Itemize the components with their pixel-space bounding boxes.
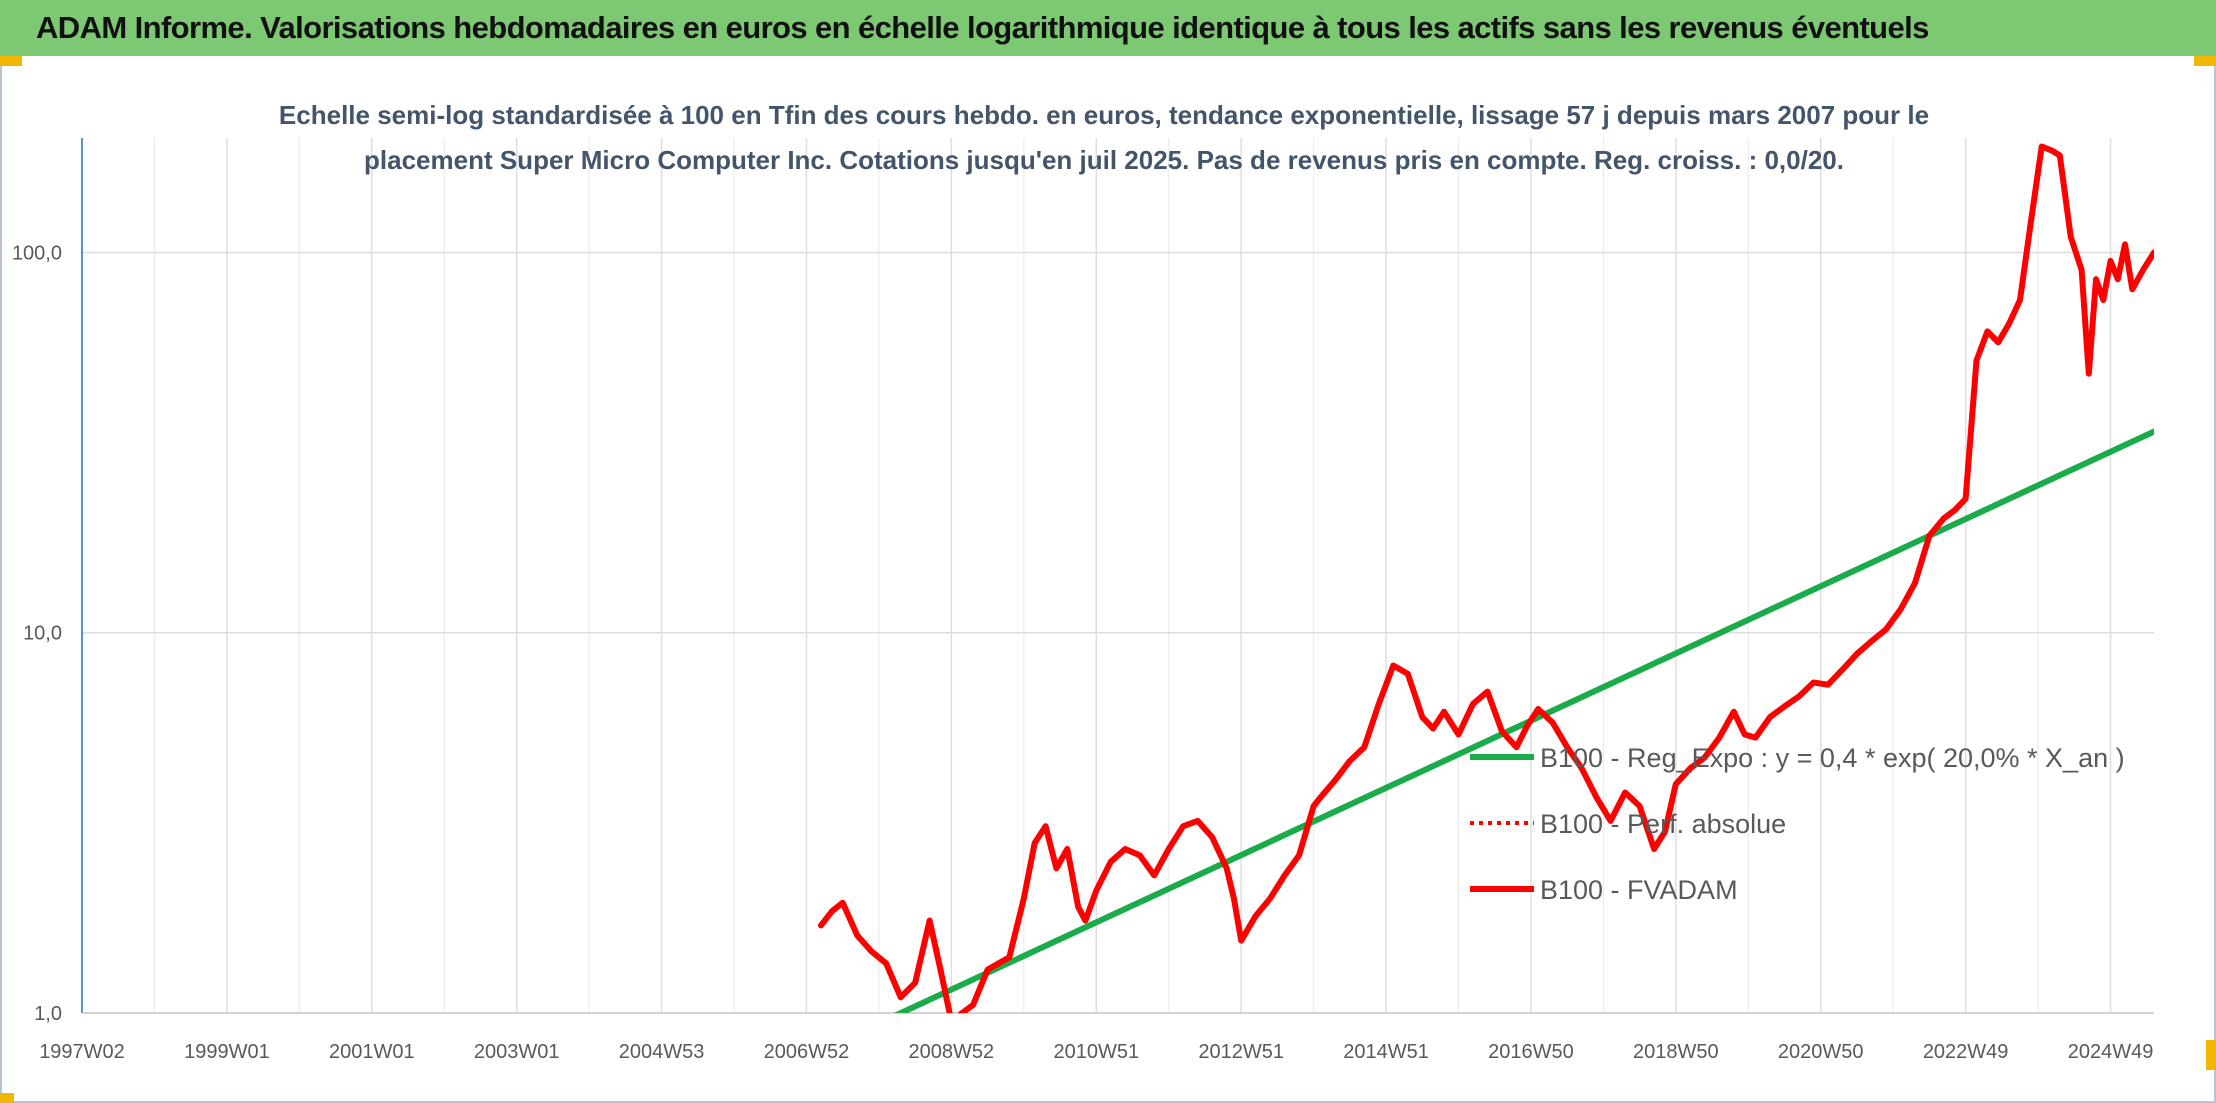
legend-label-2: B100 - FVADAM — [1540, 875, 1738, 905]
x-tick-label: 2008W52 — [909, 1041, 995, 1063]
x-tick-label: 2024W49 — [2068, 1041, 2154, 1063]
x-tick-label: 2016W50 — [1488, 1041, 1574, 1063]
x-tick-labels: 1997W02 1999W01 2001W01 2003W01 2004W53 2006W… — [39, 1041, 2153, 1063]
series-layer — [818, 143, 2154, 1013]
series-line-0 — [893, 428, 2154, 1013]
legend-label-1: B100 - Perf. absolue — [1540, 809, 1786, 839]
corner-marker-top-right — [2194, 56, 2216, 66]
x-tick-label: 2004W53 — [619, 1041, 705, 1063]
series-line-2 — [818, 143, 2154, 1013]
corner-marker-right-bottom — [2206, 1040, 2216, 1070]
x-tick-label: 2001W01 — [329, 1041, 415, 1063]
header-banner: ADAM Informe. Valorisations hebdomadaire… — [0, 0, 2216, 56]
corner-marker-top-left — [0, 56, 22, 66]
chart-frame — [0, 56, 2216, 1103]
x-tick-label: 2006W52 — [764, 1041, 850, 1063]
chart-subtitle-line-2: placement Super Micro Computer Inc. Cota… — [364, 145, 1844, 175]
corner-marker-bottom-left — [0, 1093, 14, 1103]
x-tick-label: 1999W01 — [184, 1041, 270, 1063]
x-tick-label: 2010W51 — [1053, 1041, 1139, 1063]
x-tick-label: 2012W51 — [1198, 1041, 1284, 1063]
x-tick-label: 2014W51 — [1343, 1041, 1429, 1063]
x-tick-label: 2020W50 — [1778, 1041, 1864, 1063]
chart-subtitle-line-1: Echelle semi-log standardisée à 100 en T… — [279, 100, 1929, 130]
x-tick-label: 2022W49 — [1923, 1041, 2009, 1063]
legend-label-0: B100 - Reg_Expo : y = 0,4 * exp( 20,0% *… — [1540, 743, 2125, 773]
x-tick-label: 2003W01 — [474, 1041, 560, 1063]
y-tick-labels: 1,0 10,0 100,0 — [12, 242, 62, 1025]
page-title: ADAM Informe. Valorisations hebdomadaire… — [36, 10, 1929, 45]
y-tick-label: 1,0 — [34, 1003, 62, 1025]
legend: B100 - Reg_Expo : y = 0,4 * exp( 20,0% *… — [1470, 743, 2125, 905]
y-tick-label: 10,0 — [23, 623, 62, 645]
x-tick-label: 2018W50 — [1633, 1041, 1719, 1063]
y-tick-label: 100,0 — [12, 242, 62, 264]
x-tick-label: 1997W02 — [39, 1041, 125, 1063]
